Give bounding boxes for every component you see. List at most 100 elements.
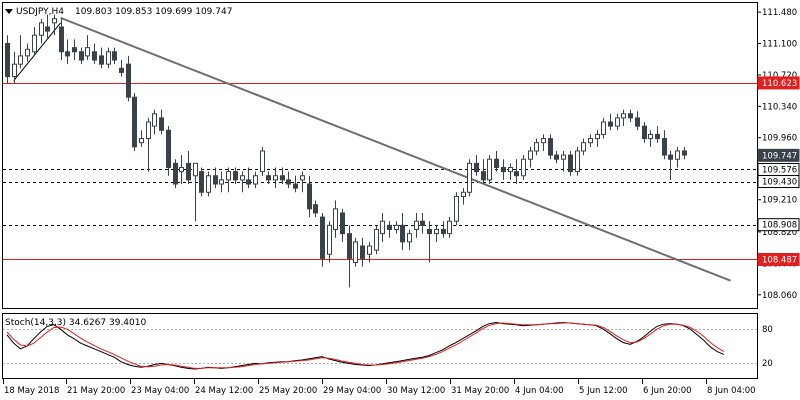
time-axis: 18 May 2018 21 May 20:00 23 May 04:00 24 Ma… (3, 379, 756, 396)
candle-body-bull (534, 142, 539, 152)
candle-body-bull (327, 224, 332, 255)
candle-body-bear (79, 51, 84, 61)
candle-54 (367, 241, 372, 263)
time-tick-label-2: 23 May 04:00 (131, 386, 189, 396)
price-label-text: 109.576 (762, 165, 797, 175)
candle-93 (628, 109, 633, 123)
price-label-box (757, 252, 800, 266)
candle-15 (106, 47, 111, 69)
candle-body-bear (92, 51, 97, 61)
candle-24 (166, 126, 171, 176)
price-tick-label-6: 108.820 (762, 228, 797, 238)
candle-35 (240, 171, 245, 193)
candle-body-bear (293, 183, 298, 189)
candle-34 (233, 167, 238, 185)
candle-body-bear (420, 220, 425, 226)
candle-body-bull (85, 47, 90, 57)
candle-95 (642, 122, 647, 143)
candle-84 (568, 150, 573, 176)
candle-body-bear (662, 138, 667, 156)
candle-31 (213, 167, 218, 189)
price-label-text: 108.487 (762, 255, 797, 265)
candle-body-bear (65, 51, 70, 57)
candle-72 (487, 155, 492, 185)
price-label-text: 109.430 (762, 178, 797, 188)
candle-body-bull (521, 158, 526, 177)
candle-42 (286, 171, 291, 189)
candle-body-bull (273, 175, 278, 181)
candle-0 (5, 35, 10, 84)
candle-74 (501, 159, 506, 180)
candle-14 (99, 47, 104, 69)
candle-body-bull (179, 166, 184, 173)
candle-body-bull (152, 113, 157, 127)
candle-body-bull (588, 138, 593, 144)
candle-87 (588, 134, 593, 147)
candle-body-bear (166, 129, 171, 168)
candle-19 (132, 93, 137, 151)
candle-5 (39, 18, 44, 44)
candle-body-bear (347, 233, 352, 259)
candle-body-bull (39, 22, 44, 36)
candle-36 (246, 167, 251, 189)
candle-13 (92, 43, 97, 65)
price-tick-label-1: 111.100 (762, 40, 797, 50)
candle-body-bull (615, 117, 620, 127)
candle-body-bear (199, 171, 204, 193)
candle-66 (447, 217, 452, 238)
candle-52 (353, 237, 358, 267)
candle-32 (219, 171, 224, 193)
candle-body-bear (320, 216, 325, 259)
price-label-3: 109.430 (757, 175, 800, 189)
candle-71 (481, 159, 486, 185)
collapse-triangle-icon[interactable] (5, 9, 13, 14)
candle-body-bear (642, 125, 647, 140)
price-label-text: 110.623 (762, 79, 797, 89)
price-label-4: 108.908 (757, 218, 800, 232)
candle-77 (521, 155, 526, 180)
candle-89 (601, 117, 606, 139)
price-label-text: 109.747 (762, 151, 797, 161)
candle-body-bull (226, 171, 231, 181)
candle-body-bull (561, 154, 566, 160)
time-tick-label-11: 8 Jun 04:00 (707, 386, 756, 396)
candle-82 (554, 150, 559, 164)
candle-88 (595, 130, 600, 147)
candle-17 (119, 60, 124, 77)
candle-body-bull (253, 175, 258, 185)
candle-body-bull (394, 224, 399, 230)
time-tick-label-1: 21 May 20:00 (67, 386, 125, 396)
candle-body-bull (106, 51, 111, 65)
trendline-1 (13, 22, 61, 82)
candle-59 (400, 212, 405, 251)
candle-61 (414, 212, 419, 238)
price-labels: 110.623 109.747 109.576 109.430 108.908 108.4… (757, 76, 800, 266)
candle-67 (454, 192, 459, 226)
stochastic-indicator: 80 20 (3, 321, 773, 370)
candle-33 (226, 167, 231, 193)
candle-9 (65, 39, 70, 65)
candle-body-bull (454, 195, 459, 222)
candle-56 (380, 212, 385, 242)
price-tick-label-5: 109.210 (762, 196, 797, 206)
candle-body-bull (300, 175, 305, 181)
candle-body-bear (59, 26, 64, 53)
candle-39 (266, 171, 271, 185)
candle-body-bull (240, 175, 245, 181)
candle-29 (199, 167, 204, 197)
candle-body-bear (99, 55, 104, 65)
candle-body-bull (374, 228, 379, 251)
candle-73 (494, 150, 499, 172)
candle-body-bull (32, 34, 37, 53)
candle-85 (575, 146, 580, 176)
candle-body-bear (233, 171, 238, 181)
candle-body-bull (353, 241, 358, 264)
candle-body-bull (414, 220, 419, 230)
candle-79 (534, 138, 539, 156)
candle-body-bull (541, 138, 546, 144)
candle-body-bear (554, 154, 559, 160)
candle-91 (615, 113, 620, 131)
candle-body-bear (286, 179, 291, 185)
candle-18 (126, 55, 131, 102)
